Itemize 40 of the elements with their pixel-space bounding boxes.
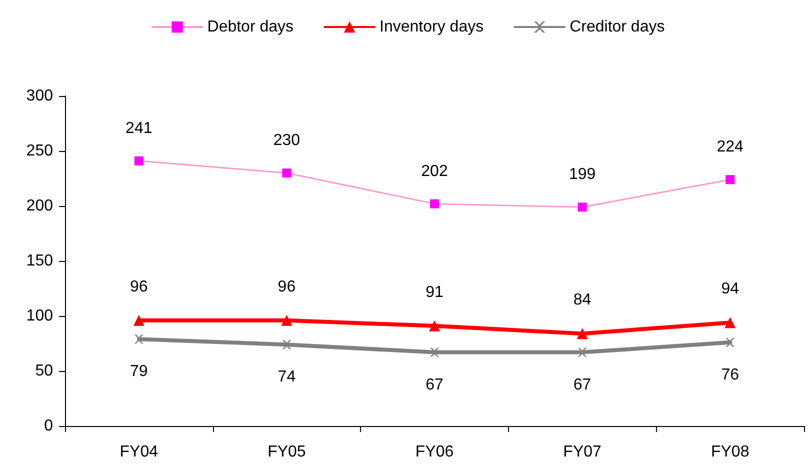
data-label: 241 — [126, 120, 152, 137]
point — [726, 338, 735, 347]
y-tick-label: 300 — [26, 88, 54, 104]
point — [578, 348, 587, 357]
data-label: 67 — [573, 376, 592, 394]
legend-label: Inventory days — [380, 18, 484, 36]
data-label: 94 — [721, 280, 740, 298]
point — [281, 314, 292, 326]
x-tick-label: FY07 — [563, 444, 602, 460]
data-label: 224 — [716, 138, 744, 156]
point — [576, 328, 588, 340]
point — [430, 348, 439, 357]
point — [724, 317, 736, 328]
data-label: 96 — [278, 278, 296, 296]
point — [133, 314, 144, 326]
y-tick-label: 50 — [35, 362, 54, 380]
y-tick-label: 250 — [26, 142, 54, 160]
x-tick-label: FY05 — [268, 444, 306, 460]
data-label: 67 — [426, 376, 444, 394]
point — [134, 334, 144, 344]
data-label: 79 — [130, 363, 148, 380]
data-label: 96 — [130, 278, 148, 296]
data-label: 74 — [278, 368, 296, 386]
data-label: 202 — [421, 162, 448, 180]
legend-label: Debtor days — [207, 18, 294, 36]
data-label: 230 — [273, 132, 300, 149]
point — [429, 320, 440, 332]
data-label: 199 — [568, 166, 596, 184]
data-label: 76 — [721, 366, 740, 384]
y-tick-label: 100 — [26, 308, 54, 324]
y-tick-label: 0 — [44, 418, 54, 434]
y-tick-label: 200 — [26, 198, 54, 214]
x-tick-label: FY08 — [710, 444, 750, 460]
data-label: 91 — [426, 284, 444, 301]
data-label: 84 — [573, 292, 592, 309]
legend-label: Creditor days — [570, 18, 665, 36]
y-tick-label: 150 — [26, 252, 54, 270]
x-tick-label: FY06 — [415, 444, 454, 460]
x-tick-label: FY04 — [120, 444, 158, 460]
point — [282, 340, 292, 350]
